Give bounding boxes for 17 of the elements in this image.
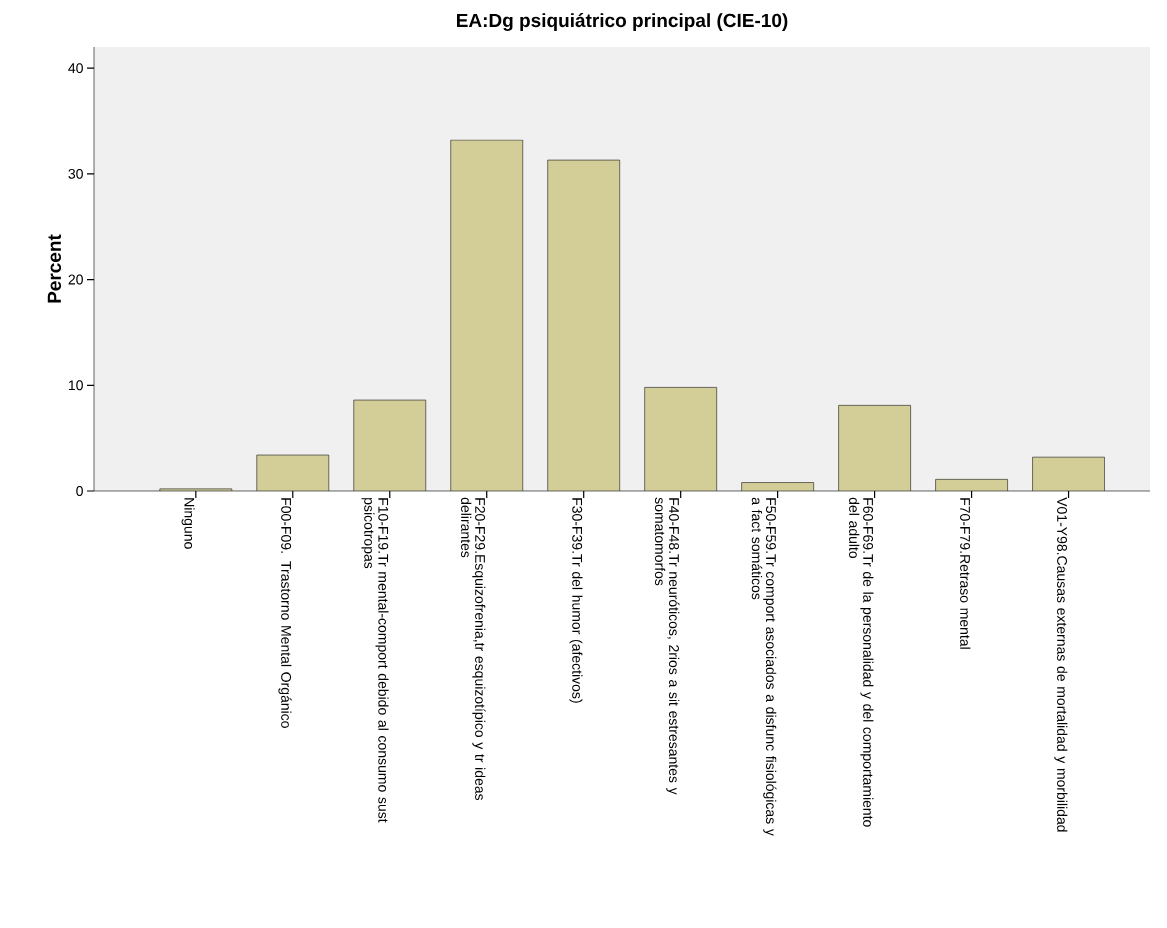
y-tick-label: 10	[68, 380, 83, 391]
x-tick-label: F00-F09. Trastorno Mental Orgánico	[278, 498, 292, 728]
chart-title: EA:Dg psiquiátrico principal (CIE-10)	[457, 13, 788, 31]
y-tick-label: 20	[68, 274, 83, 285]
x-tick-label: V01-Y98.Causas externas de mortalidad y morbilidad	[1054, 497, 1068, 832]
x-tick-label: F50-F59.Tr comport asociados a disfunc fisiológicas y a fact somáticos	[751, 497, 777, 836]
x-tick-label: F60-F69.Tr de la personalidad y del comportamiento del adulto	[849, 497, 874, 827]
y-tick-label: 0	[76, 486, 83, 496]
y-axis-title: Percent	[47, 234, 62, 303]
x-tick-label: F40-F48.Tr neuróticos, 2rios a sit estresantes y somatomorfos	[654, 497, 680, 795]
x-tick-label: Ninguno	[181, 498, 195, 549]
x-tick-label: F20-F29.Esquizofrenia,tr esquizotípico y tr ideas delirantes	[461, 497, 486, 801]
y-tick-label: 30	[68, 168, 83, 179]
x-tick-label: F30-F39.Tr del humor (afectivos)	[569, 498, 583, 703]
x-tick-label: F70-F79.Retraso mental	[960, 498, 971, 649]
y-tick-label: 40	[68, 63, 83, 74]
x-tick-label: F10-F19.Tr mental-comport debido al consumo sust psicotropas	[361, 498, 389, 823]
